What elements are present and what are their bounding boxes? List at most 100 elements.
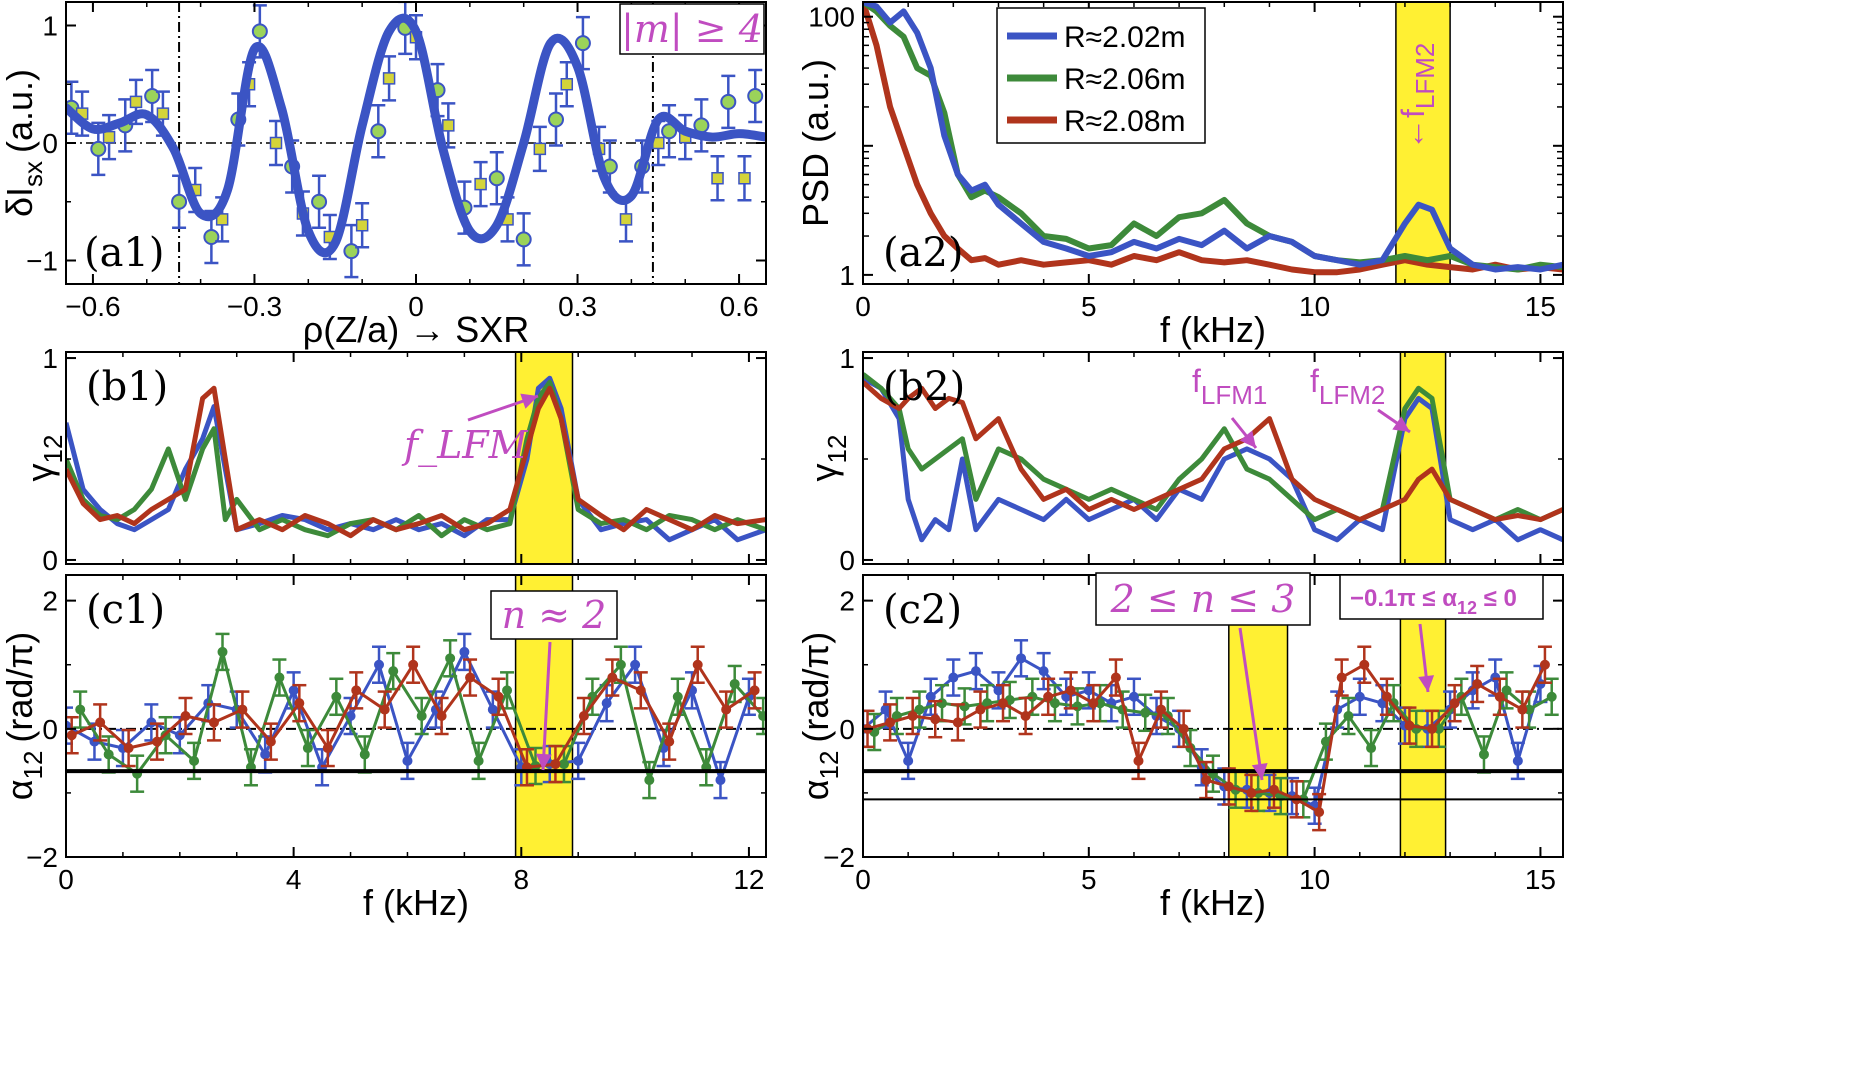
c1-point-marker	[189, 755, 200, 766]
c2-point-marker	[885, 717, 896, 728]
a1-point-green	[548, 92, 564, 147]
c1-point-marker	[302, 743, 313, 754]
c2-point-marker	[1539, 659, 1550, 670]
c1-point-marker	[573, 755, 584, 766]
c2-point-marker	[1343, 711, 1354, 721]
c2-annotation-1: 2 ≤ n ≤ 3	[1110, 577, 1296, 621]
c2-point	[1126, 677, 1141, 717]
c1-point	[377, 690, 392, 729]
c2-point-marker	[1381, 691, 1392, 702]
c2-point	[1154, 690, 1169, 729]
c1-point-marker	[152, 736, 163, 747]
c2-ytick-label: 0	[839, 714, 855, 745]
a2-xtick-label: 10	[1299, 291, 1330, 322]
a1-point-yellow	[269, 119, 283, 167]
a1-point-green-marker	[720, 93, 737, 110]
c2-point-marker	[1065, 685, 1076, 696]
a1-xtick-label: 0	[408, 291, 424, 322]
a1-point-green-marker	[251, 23, 268, 40]
a2-series-line	[863, 2, 1563, 273]
a2-series-line	[863, 2, 1563, 276]
b1-ytick-label: 1	[42, 343, 58, 374]
a1-point-green-marker	[488, 170, 505, 187]
c2-point	[946, 658, 961, 697]
c2-point	[1244, 773, 1259, 813]
c2-point	[883, 703, 898, 742]
c1-point	[320, 728, 335, 768]
c1-point-marker	[502, 685, 513, 696]
a2-annotation: ←fLFM2	[1395, 43, 1440, 150]
c1-point-marker	[274, 672, 285, 683]
c1-point-marker	[635, 685, 646, 696]
a1-point-yellow-marker	[560, 78, 574, 91]
a1-annotation-box	[619, 3, 765, 55]
c1-annotation: n ≈ 2	[502, 593, 607, 637]
c1-point-marker	[445, 653, 456, 664]
a2-xtick-label: 5	[1081, 291, 1097, 322]
a1-ylabel-sub: sx	[18, 161, 48, 187]
c2-annotation-2-main: −0.1π ≤ α	[1350, 585, 1457, 612]
a1-panel-label: (a1)	[84, 230, 165, 276]
b1-ytick-label: 0	[42, 545, 58, 576]
a1-point-yellow-marker	[215, 213, 229, 226]
c2-point-marker	[1478, 749, 1489, 760]
c1-point-marker	[473, 755, 484, 766]
c2-annotation-2-box	[1339, 574, 1544, 620]
b2-annotation-2-sub: LFM2	[1319, 380, 1385, 410]
c1-point-marker	[493, 691, 504, 702]
a2-panel-label: (a2)	[883, 230, 964, 276]
a1-point-yellow-marker	[102, 130, 116, 144]
a1-xtick-label: 0.6	[720, 291, 759, 322]
c1-point-marker	[672, 691, 683, 702]
a1-point-yellow-marker	[382, 72, 396, 85]
c2-point-marker	[975, 704, 986, 715]
c1-point	[443, 639, 458, 678]
c2-point-marker	[903, 755, 914, 766]
c1-point-marker	[95, 717, 106, 728]
c2-point-marker	[1156, 704, 1167, 715]
b2-ylabel: γ12	[803, 435, 852, 482]
c1-xtick-label: 0	[58, 864, 74, 895]
c1-point	[372, 645, 387, 684]
c2-point-marker	[880, 704, 891, 715]
c1-point	[713, 760, 728, 800]
c2-xtick-label: 0	[855, 864, 871, 895]
c2-ytick-label: −2	[823, 842, 855, 873]
c1-ytick-label: 0	[42, 714, 58, 745]
a1-ylabel-main: δI	[0, 187, 40, 217]
a2-frame	[862, 1, 1564, 285]
c2-point	[1108, 658, 1123, 697]
c1-point	[206, 703, 221, 742]
c1-point-marker	[630, 659, 641, 670]
c2-point-marker	[1404, 720, 1415, 731]
a1-point-green-marker	[370, 123, 387, 140]
c2-point-marker	[1110, 672, 1121, 683]
c2-point	[1364, 728, 1379, 768]
c1-point-marker	[237, 704, 248, 715]
c1-ylabel-unit: (rad/π)	[0, 632, 40, 743]
b2-ytick-label: 0	[839, 545, 855, 576]
a1-point-green-marker	[747, 88, 764, 104]
c2-point-marker	[1038, 666, 1049, 677]
c1-point	[576, 696, 591, 736]
c1-point-marker	[103, 749, 114, 760]
c2-ylabel: α12 (rad/π)	[795, 632, 844, 801]
c1-point	[329, 677, 344, 717]
c2-point	[928, 699, 943, 739]
b2-ytick-label: 1	[839, 343, 855, 374]
c1-point-marker	[459, 646, 470, 657]
c1-point	[130, 754, 145, 793]
c2-annotation-2-sub: 12	[1457, 598, 1477, 618]
c1-point-marker	[465, 672, 476, 683]
c2-point-marker	[1354, 691, 1365, 702]
c2-point-marker	[1083, 685, 1094, 696]
c1-point-marker	[416, 711, 427, 721]
c1-ylabel-main: α	[0, 779, 40, 800]
b1-ylabel: γ12	[19, 435, 68, 482]
c2-point-marker	[1133, 755, 1144, 766]
b2-annotation-2-arrow-head	[1392, 416, 1410, 432]
c2-point	[1014, 639, 1029, 678]
c1-point	[263, 722, 278, 761]
c1-point-marker	[217, 646, 228, 657]
